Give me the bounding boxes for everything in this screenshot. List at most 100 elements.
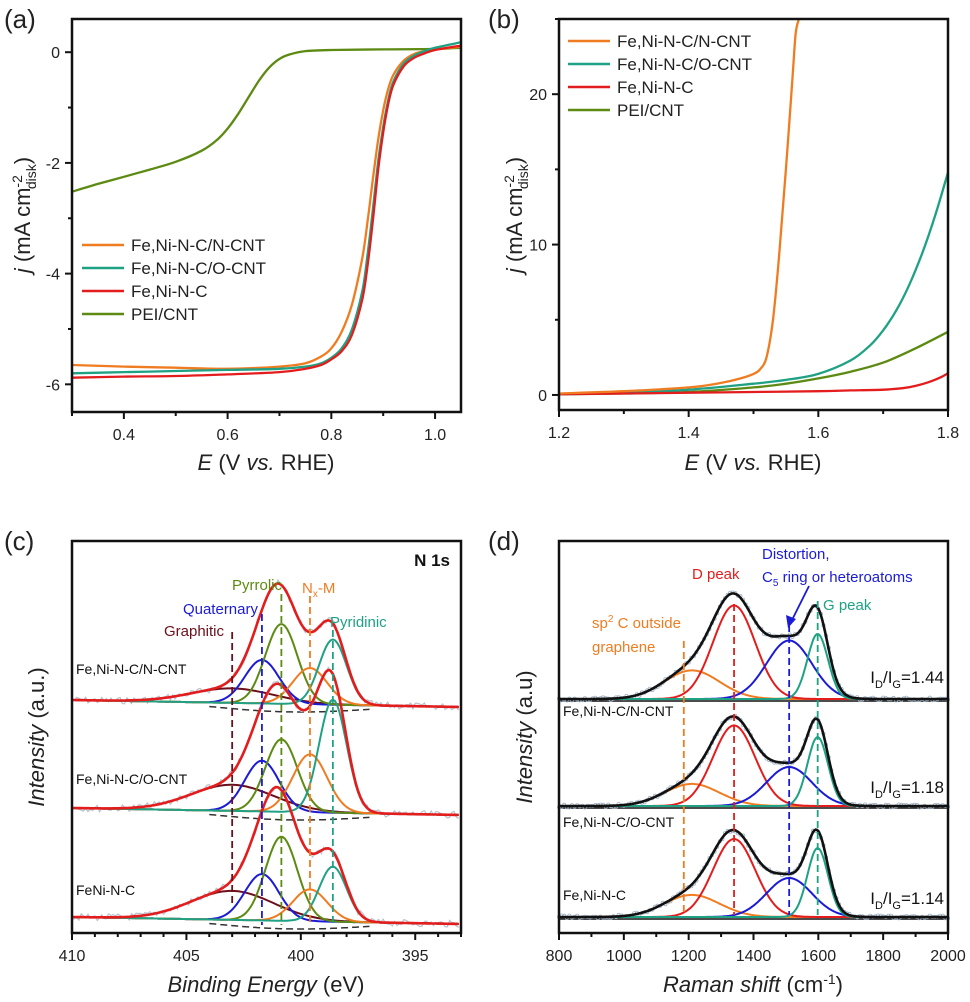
x-axis-title-d: Raman shift (cm-1) — [663, 971, 843, 997]
y-tick-label-a: -6 — [46, 377, 60, 394]
legend-label: PEI/CNT — [617, 101, 684, 120]
envelope-fit — [559, 715, 948, 808]
sample-label: Fe,Ni-N-C/N-CNT — [563, 703, 674, 719]
arrow-head-icon — [786, 615, 796, 628]
series-line-pei-cnt — [72, 46, 461, 193]
y-tick-label-a: -4 — [46, 267, 60, 284]
sample-fe-ni-n-c-o-cnt: Fe,Ni-N-C/O-CNT — [71, 666, 459, 821]
legend-label: Fe,Ni-N-C — [131, 282, 208, 301]
annotation-nx-m: Nx-M — [302, 580, 335, 600]
sample-label: Fe,Ni-N-C/N-CNT — [76, 661, 187, 677]
y-axis-title-d: Intensity (a.u) — [512, 670, 537, 803]
annotation-distortion: Distortion, — [762, 546, 830, 563]
x-tick-label-c: 410 — [59, 948, 86, 965]
y-tick-label-a: 0 — [51, 45, 60, 62]
x-tick-label-d: 1600 — [801, 948, 837, 965]
series-layer-b — [559, 19, 948, 396]
series-line-fe-ni-n-c-o-cnt — [559, 172, 948, 396]
sample-label: Fe,Ni-N-C — [563, 887, 626, 903]
legend-label: Fe,Ni-N-C/N-CNT — [617, 32, 751, 51]
background-line — [209, 705, 370, 713]
panel-label-b: (b) — [488, 4, 520, 34]
series-line-fe-ni-n-c — [72, 44, 461, 379]
y-tick-label-b: 10 — [529, 238, 547, 255]
spectrum-title-c: N 1s — [414, 551, 450, 570]
x-axis-title-c: Binding Energy (eV) — [168, 972, 365, 997]
plot-frame-d — [557, 539, 950, 935]
x-tick-label-b: 1.4 — [678, 425, 700, 442]
y-tick-label-a: -2 — [46, 156, 60, 173]
series-layer-d: ID/IG=1.44 Fe,Ni-N-C/N-CNT ID/IG=1.18 Fe,Ni… — [557, 546, 951, 921]
x-tick-label-a: 1.0 — [424, 427, 446, 444]
background-line — [209, 922, 370, 930]
background-line — [209, 813, 370, 821]
legend-a: Fe,Ni-N-C/N-CNT Fe,Ni-N-C/O-CNT Fe,Ni-N-C P… — [82, 236, 266, 324]
x-tick-label-b: 1.2 — [548, 425, 570, 442]
x-tick-label-c: 395 — [402, 948, 429, 965]
annotation-c5-ring: C5 ring or heteroatoms — [762, 569, 913, 589]
x-tick-label-d: 1000 — [606, 948, 642, 965]
x-axis-title-a: E (V vs. RHE) — [198, 450, 335, 475]
envelope-fit — [72, 668, 459, 817]
series-line-fe-ni-n-c-o-cnt — [72, 41, 461, 375]
ticks-b: 1.2 1.4 1.6 1.8 0 10 20 — [529, 18, 959, 442]
annotation-sp2-c: sp2 C outside — [592, 614, 681, 632]
legend-label: Fe,Ni-N-C/O-CNT — [131, 259, 266, 278]
panel-d: (d) ID/IG=1.44 Fe,Ni-N-C/N-CNT ID/IG=1.18 F… — [488, 526, 966, 997]
x-tick-label-b: 1.6 — [807, 425, 829, 442]
series-layer-c: Fe,Ni-N-C/N-CNT Fe,Ni-N-C/O-CNT FeNi-N-C Gr… — [71, 577, 460, 930]
ticks-a: 0.4 0.6 0.8 1.0 0 -2 -4 -6 — [46, 45, 447, 444]
panel-label-c: (c) — [4, 526, 34, 556]
panel-c: (c) Fe,Ni-N-C/N-CNT Fe,Ni-N-C/O-CNT FeNi-N… — [4, 526, 463, 997]
panel-a: (a) 0.4 0.6 0.8 1.00-2-4-6 Fe,Ni-N-C/N-CNTF… — [4, 4, 463, 475]
envelope-fit — [559, 592, 948, 701]
annotation-graphene: graphene — [592, 639, 655, 656]
envelope-fit — [559, 828, 948, 919]
sample-label: Fe,Ni-N-C/O-CNT — [563, 814, 675, 830]
component-pyrrolic — [72, 835, 459, 925]
plot-frame-c — [70, 539, 463, 935]
x-tick-label-d: 2000 — [930, 948, 966, 965]
x-tick-label-a: 0.4 — [113, 427, 135, 444]
series-group — [72, 41, 461, 379]
ticks-d: 800 1000 1200 1400 1600 1800 2000 — [546, 933, 966, 965]
x-tick-label-b: 1.8 — [937, 425, 959, 442]
sample-fe-ni-n-c-o-cnt: ID/IG=1.18 Fe,Ni-N-C/O-CNT — [557, 713, 951, 830]
component-pyridinic — [72, 698, 459, 816]
annotation-graphitic: Graphitic — [164, 623, 225, 640]
id-ig-ratio-label: ID/IG=1.18 — [870, 778, 944, 801]
series-line-fe-ni-n-c-n-cnt — [72, 45, 461, 370]
id-ig-ratio-label: ID/IG=1.14 — [870, 889, 944, 912]
x-tick-label-d: 1200 — [671, 948, 707, 965]
series-layer-a — [72, 41, 461, 379]
y-tick-label-b: 20 — [529, 87, 547, 104]
sample-label: Fe,Ni-N-C/O-CNT — [76, 771, 188, 787]
y-axis-title-a: j (mA cm-2disk) — [9, 157, 39, 276]
legend-b: Fe,Ni-N-C/N-CNT Fe,Ni-N-C/O-CNT Fe,Ni-N-C P… — [568, 32, 752, 120]
sample-fe-ni-n-c-n-cnt: Fe,Ni-N-C/N-CNT — [71, 578, 460, 713]
id-ig-ratio-label: ID/IG=1.44 — [870, 668, 944, 691]
envelope-fit — [72, 582, 459, 709]
series-group — [559, 19, 948, 396]
envelope-fit — [72, 785, 459, 926]
annotations-d: sp2 C outside graphene D peak Distortion, C5… — [592, 546, 913, 656]
sample-label: FeNi-N-C — [76, 882, 135, 898]
arrow-shaft — [790, 585, 810, 623]
sample-fe-ni-n-c-n-cnt: ID/IG=1.44 Fe,Ni-N-C/N-CNT — [557, 590, 951, 719]
y-axis-title-c: Intensity (a.u.) — [24, 667, 49, 806]
x-tick-label-c: 405 — [173, 948, 200, 965]
sample-feni-n-c: FeNi-N-C — [71, 785, 459, 930]
panel-label-a: (a) — [4, 4, 36, 34]
x-tick-label-c: 400 — [287, 948, 314, 965]
x-tick-label-d: 1800 — [865, 948, 901, 965]
panel-label-d: (d) — [488, 526, 520, 556]
x-tick-label-a: 0.6 — [216, 427, 238, 444]
series-line-fe-ni-n-c-n-cnt — [559, 19, 801, 395]
legend-label: PEI/CNT — [131, 305, 198, 324]
x-tick-label-d: 1400 — [736, 948, 772, 965]
legend-label: Fe,Ni-N-C/O-CNT — [617, 55, 752, 74]
x-tick-label-d: 800 — [546, 948, 573, 965]
plot-frame-a — [70, 17, 463, 414]
